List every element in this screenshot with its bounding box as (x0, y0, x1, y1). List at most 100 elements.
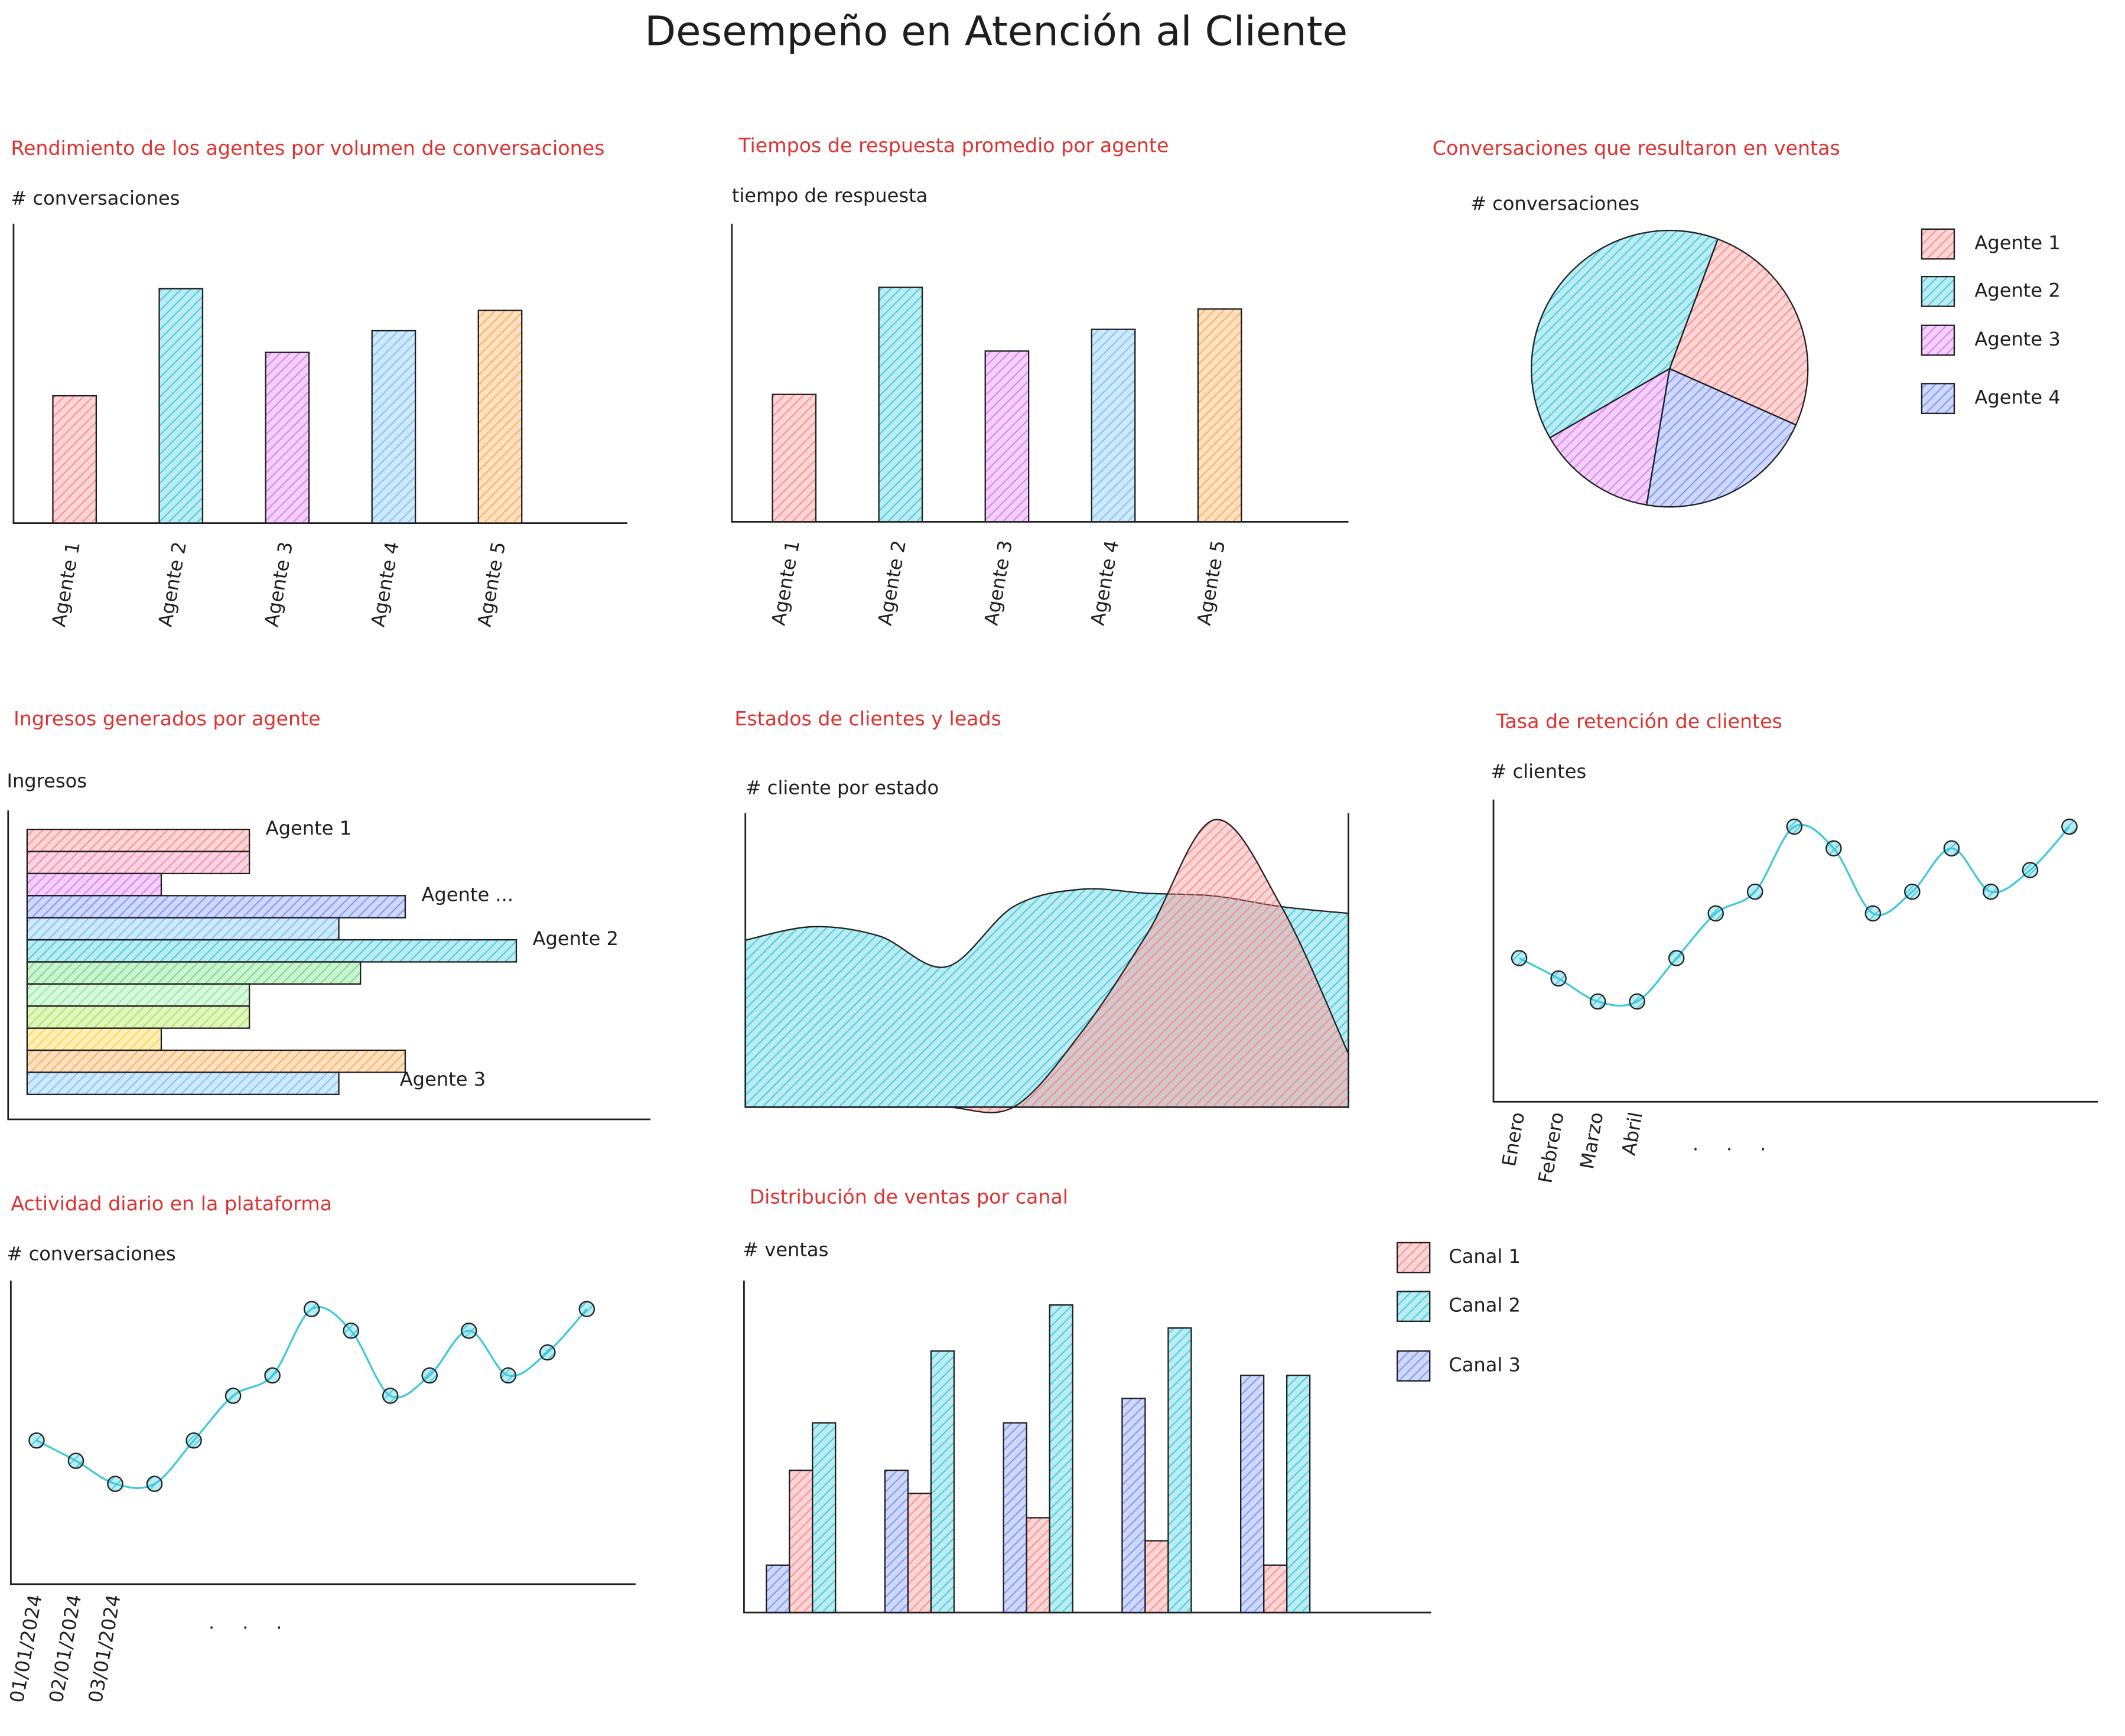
chart-title: Tasa de retención de clientes (1496, 709, 1782, 732)
bar (26, 895, 406, 919)
x-tick-label: Abril (1618, 1110, 1647, 1157)
x-tick-label: Agente 1 (767, 539, 804, 627)
bar (789, 1470, 813, 1614)
legend-label: Canal 3 (1449, 1354, 1521, 1376)
point (1550, 970, 1567, 987)
legend-label: Agente 4 (1974, 386, 2060, 409)
legend-label: Canal 1 (1449, 1245, 1521, 1268)
chart-title: Tiempos de respuesta promedio por agente (738, 133, 1169, 157)
point (107, 1476, 123, 1492)
bar-label: Agente ... (421, 883, 513, 906)
bar (1144, 1540, 1169, 1614)
axis (1492, 799, 2098, 1103)
point (303, 1301, 320, 1317)
axis (7, 810, 651, 1121)
point (500, 1367, 517, 1384)
point (1511, 950, 1528, 966)
bar (930, 1350, 955, 1614)
axis (731, 223, 1349, 523)
x-tick-label: Agente 4 (366, 540, 403, 628)
area (745, 819, 1349, 1113)
bar (1240, 1375, 1265, 1614)
pie-slice (1668, 238, 1809, 426)
page-title: Desempeño en Atención al Cliente (645, 8, 1348, 56)
point (28, 1432, 45, 1449)
x-tick-label: Agente 2 (873, 539, 910, 627)
point (421, 1367, 438, 1384)
point (264, 1367, 281, 1384)
bar (812, 1422, 837, 1614)
bar (26, 983, 250, 1007)
pie-slice (1531, 230, 1719, 439)
legend-label: Agente 1 (1974, 232, 2060, 254)
axis (743, 1281, 1431, 1614)
bar (52, 395, 97, 524)
bar (477, 310, 523, 524)
legend-swatch (1921, 276, 1955, 307)
bar (158, 288, 204, 524)
legend-swatch (1396, 1350, 1431, 1382)
bar (265, 351, 310, 524)
bar (766, 1564, 790, 1614)
point (1904, 883, 1921, 900)
bar (1049, 1304, 1073, 1614)
x-tick-label: Agente 3 (980, 539, 1017, 627)
bar (884, 1470, 909, 1614)
chart-title: Actividad diario en la plataforma (11, 1192, 332, 1215)
x-tick-label: 03/01/2024 (84, 1593, 125, 1705)
point (1668, 950, 1685, 966)
bar (1091, 328, 1136, 523)
bar (26, 1049, 406, 1073)
point (146, 1476, 163, 1492)
axis (12, 223, 628, 525)
legend-swatch (1396, 1242, 1431, 1273)
y-axis-label: # ventas (743, 1239, 828, 1261)
x-tick-label: Febrero (1534, 1110, 1568, 1185)
point (186, 1432, 202, 1449)
bar (26, 851, 250, 875)
bar (26, 828, 250, 852)
bar (1026, 1517, 1050, 1614)
bar (772, 393, 817, 523)
x-tick-label: Agente 4 (1086, 539, 1124, 627)
point (1943, 840, 1960, 857)
point (539, 1344, 556, 1361)
bar (26, 1071, 340, 1095)
x-axis-label: Ingresos (6, 770, 87, 792)
pie-slice (1645, 367, 1797, 508)
point (578, 1301, 595, 1317)
bar (1263, 1564, 1288, 1614)
y-axis-label: # conversaciones (6, 1242, 175, 1265)
point (67, 1452, 84, 1469)
y-axis-label: # conversaciones (11, 187, 180, 209)
point (343, 1323, 359, 1339)
bar (1197, 308, 1242, 523)
axis (9, 1281, 636, 1585)
x-tick-label: Enero (1498, 1110, 1529, 1168)
point (1707, 905, 1724, 922)
legend-label: Agente 2 (1974, 279, 2060, 301)
bar (1121, 1398, 1146, 1614)
point (1746, 883, 1763, 900)
bar-label: Agente 3 (400, 1068, 486, 1090)
point (1983, 883, 1999, 900)
point (224, 1388, 242, 1404)
legend-swatch (1396, 1291, 1431, 1322)
bar-label: Agente 1 (266, 817, 352, 839)
y-axis-label: # clientes (1491, 760, 1586, 783)
bar (26, 872, 162, 897)
point (2061, 818, 2078, 835)
bar (1003, 1422, 1027, 1614)
x-tick-label: Agente 3 (260, 540, 297, 628)
bar (26, 1027, 162, 1051)
legend-swatch (1921, 383, 1955, 415)
chart-title: Rendimiento de los agentes por volumen d… (11, 136, 604, 159)
bar (371, 330, 416, 524)
bar (26, 961, 362, 985)
chart-title: Distribución de ventas por canal (750, 1185, 1068, 1209)
x-tick-label: Agente 1 (47, 540, 84, 628)
bar (878, 286, 923, 523)
bar-label: Agente 2 (533, 927, 619, 950)
chart-title: Ingresos generados por agente (14, 707, 321, 730)
